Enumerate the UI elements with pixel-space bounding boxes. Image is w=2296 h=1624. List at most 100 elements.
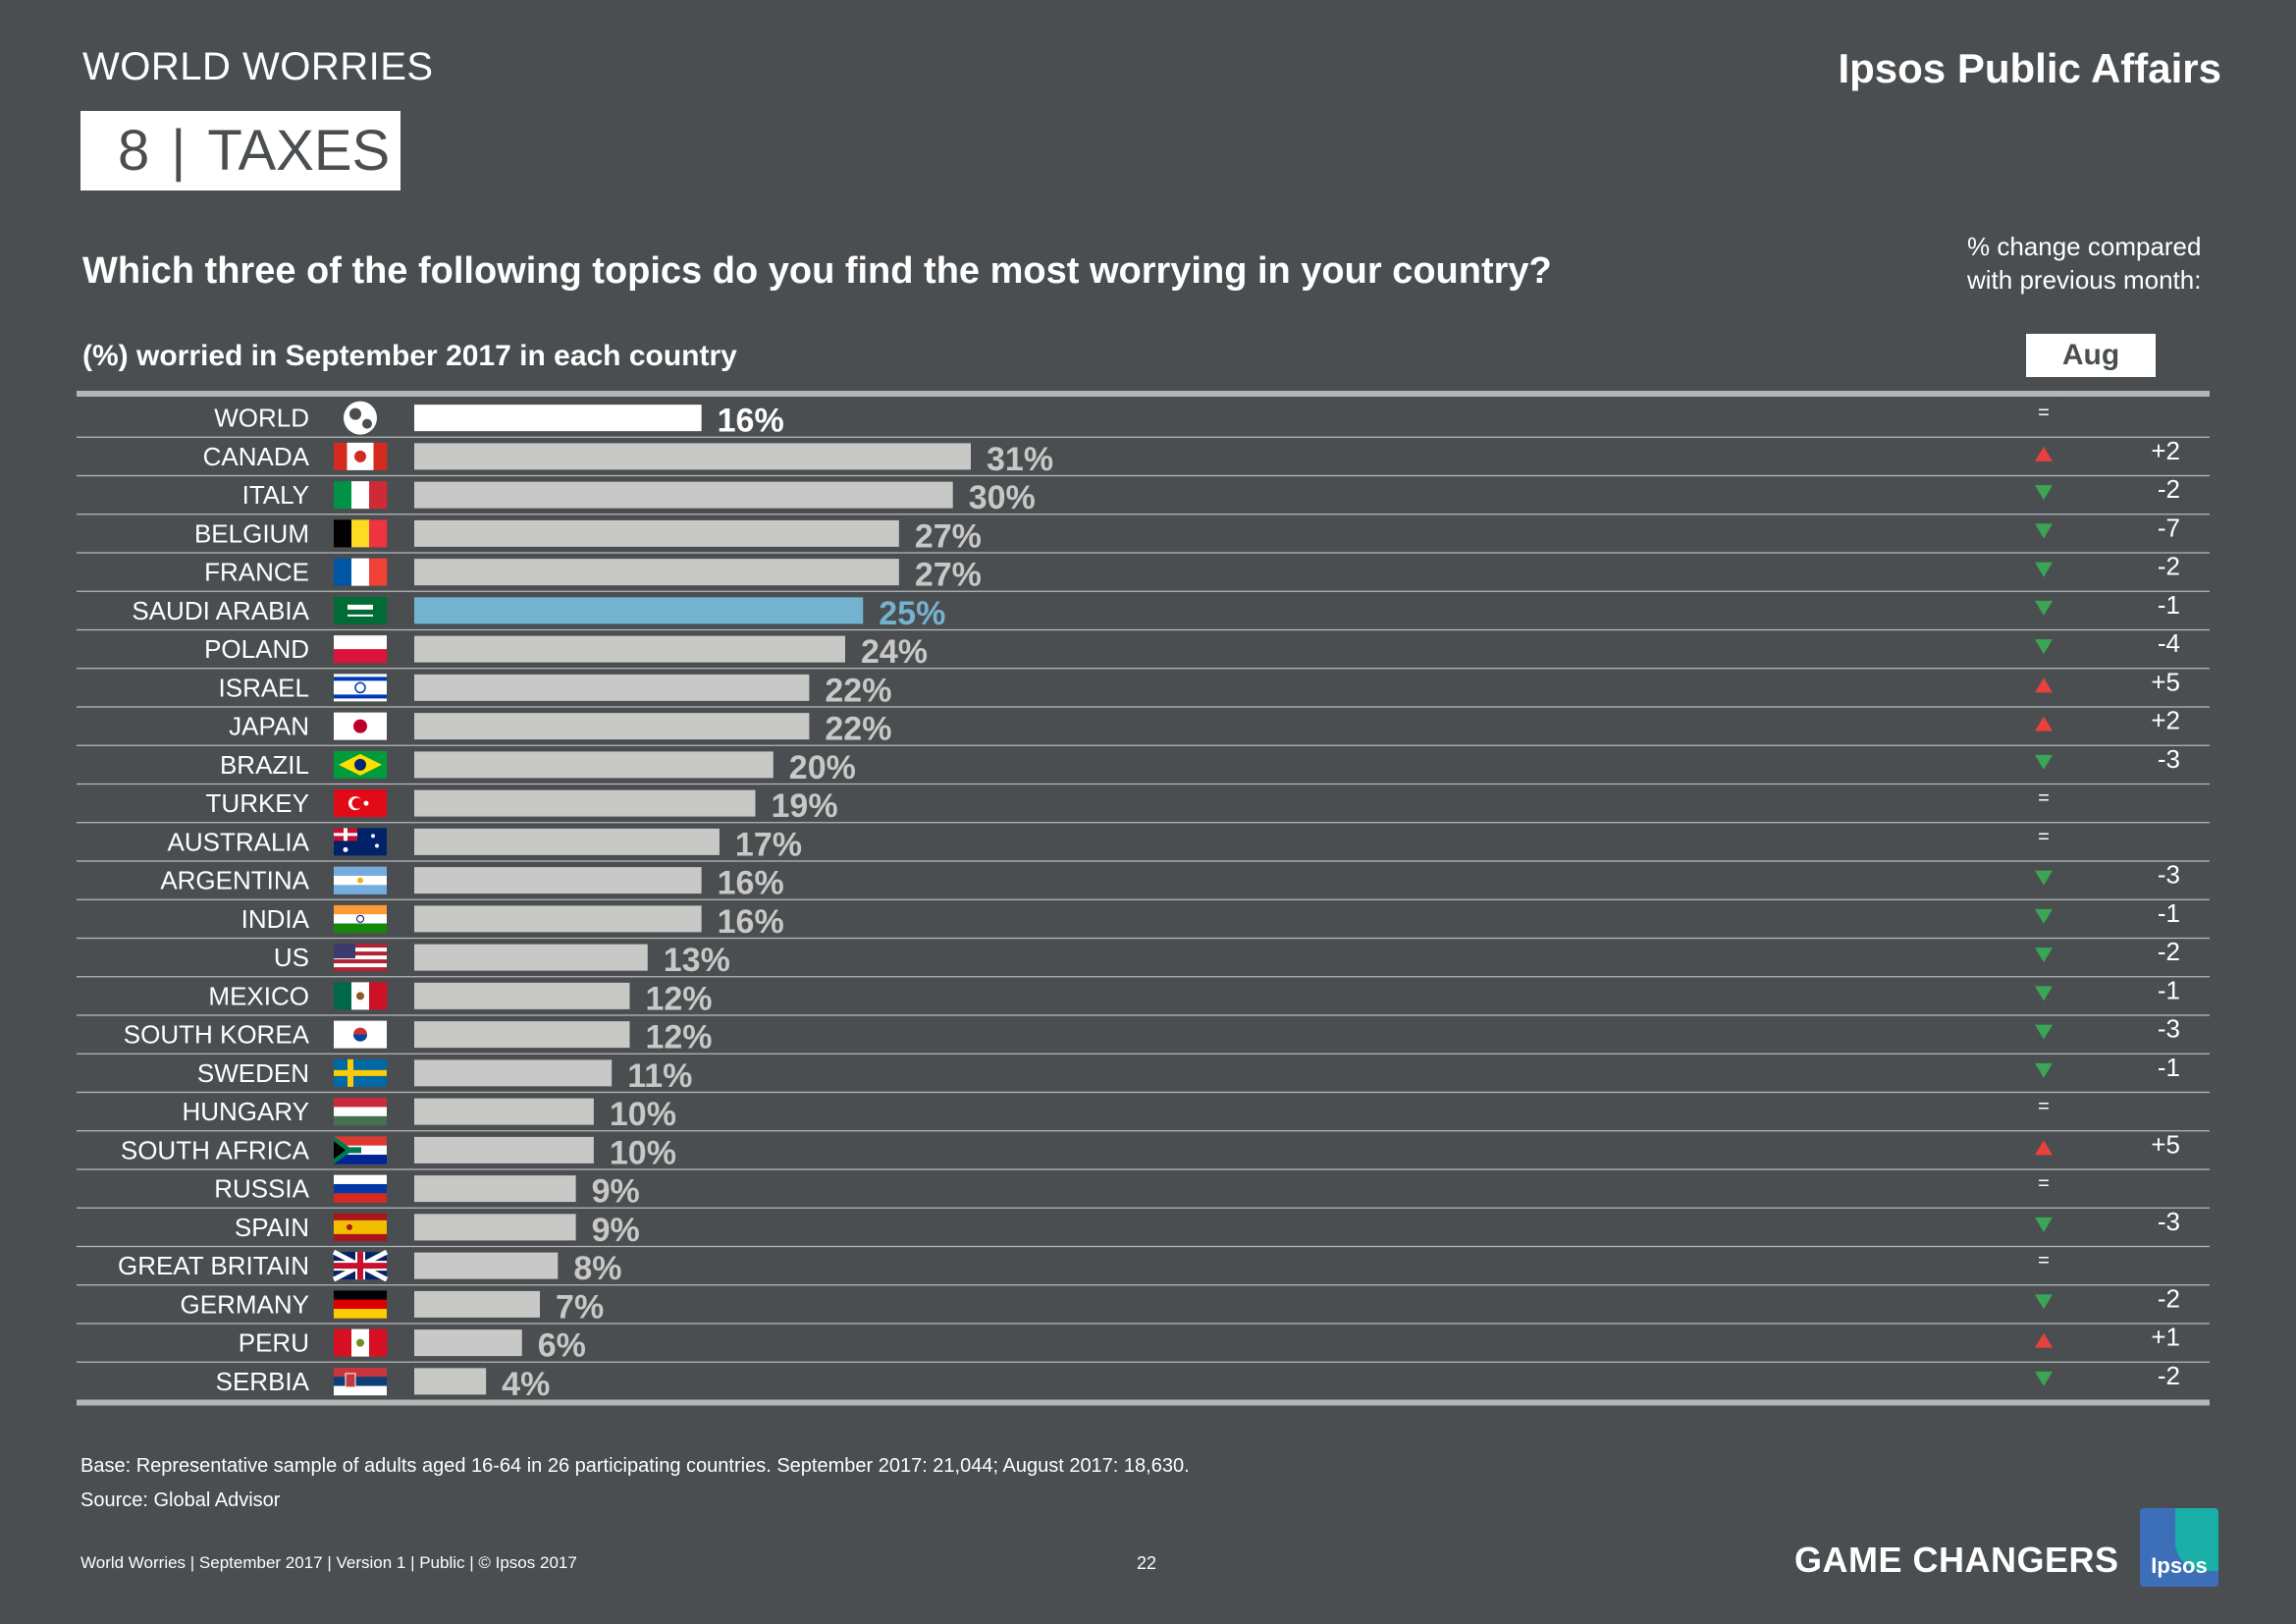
country-label: SWEDEN: [197, 1058, 309, 1088]
flag-star: [343, 846, 348, 852]
country-label: ARGENTINA: [160, 866, 309, 895]
star-of-david: [354, 681, 366, 694]
ashoka-chakra: [356, 914, 364, 923]
change-value: +2: [2151, 706, 2180, 735]
flag-us-icon: [334, 944, 387, 972]
value-label: 20%: [789, 749, 856, 786]
value-label: 10%: [610, 1134, 676, 1171]
flag-stripe: [334, 963, 387, 968]
flag-cross: [334, 1069, 387, 1076]
value-label: 8%: [573, 1250, 621, 1287]
chart-bottom-rule: [77, 1399, 2210, 1406]
section-label: WORLD WORRIES: [82, 45, 434, 88]
flag-globe: [354, 758, 366, 771]
flag-stripe: [334, 1377, 387, 1386]
flag-stripe: [334, 1309, 387, 1319]
flag-stripe: [369, 1328, 388, 1357]
up-arrow-icon: [2035, 1140, 2053, 1156]
flag-triangle-inner: [334, 1141, 346, 1160]
flag-sword: [347, 614, 373, 617]
flag-stripe: [334, 914, 387, 924]
country-label: INDIA: [241, 904, 310, 934]
down-arrow-icon: [2035, 870, 2053, 886]
flag-stripe: [334, 944, 387, 948]
change-value: -3: [2158, 1014, 2180, 1044]
down-arrow-icon: [2035, 1294, 2053, 1310]
bar: [414, 1290, 541, 1318]
country-label: GERMANY: [181, 1289, 309, 1319]
flag-great-britain-icon: [332, 1249, 389, 1282]
country-label: ITALY: [242, 480, 309, 510]
bar: [414, 789, 756, 817]
value-label: 12%: [645, 980, 712, 1017]
survey-question: Which three of the following topics do y…: [82, 250, 1552, 292]
flag-mexico-icon: [334, 982, 388, 1010]
flag-israel-icon: [334, 674, 387, 702]
country-label: BELGIUM: [194, 518, 309, 548]
bar: [414, 1098, 594, 1125]
flag-stripe: [334, 558, 352, 586]
value-label: 11%: [627, 1057, 692, 1095]
flag-stripe: [334, 481, 352, 510]
flag-stripe: [334, 1226, 387, 1235]
flag-stripe: [334, 951, 387, 956]
flag-stripe: [369, 558, 388, 586]
bar: [414, 405, 702, 432]
down-arrow-icon: [2035, 1217, 2053, 1232]
down-arrow-icon: [2035, 600, 2053, 616]
bar: [414, 674, 810, 701]
flag-japan-icon: [334, 712, 387, 740]
flag-stripe: [334, 1299, 387, 1310]
value-label: 22%: [825, 672, 891, 709]
flag-stripe: [369, 519, 388, 548]
flag-star: [375, 843, 379, 848]
flag-stripe: [334, 1385, 387, 1396]
country-label: HUNGARY: [182, 1097, 309, 1126]
flag-serbia-icon: [334, 1367, 387, 1396]
bar: [414, 713, 810, 740]
country-label: POLAND: [204, 634, 309, 664]
flag-stripe: [351, 481, 370, 510]
flag-stripe: [334, 923, 387, 934]
globe-land: [349, 407, 361, 420]
down-arrow-icon: [2035, 639, 2053, 655]
maple-leaf: [354, 450, 366, 462]
flag-stripe: [334, 677, 387, 681]
flag-belgium-icon: [334, 519, 388, 548]
title-text: TAXES: [207, 119, 391, 183]
flag-brazil-icon: [334, 750, 387, 779]
flag-stripe: [334, 1213, 387, 1221]
flag-crescent-cut: [351, 797, 363, 809]
country-label: SOUTH AFRICA: [121, 1135, 310, 1164]
value-label: 7%: [556, 1288, 604, 1326]
logo-shape: [2175, 1508, 2218, 1571]
flag-canton: [334, 944, 355, 959]
page-number: 22: [1137, 1553, 1157, 1573]
change-value: -2: [2158, 552, 2180, 581]
change-value: +1: [2151, 1323, 2180, 1352]
country-label: WORLD: [214, 404, 309, 433]
flag-stripe: [334, 1183, 387, 1194]
flag-stripe: [334, 442, 347, 470]
no-change-icon: =: [2038, 1173, 2050, 1195]
bar: [414, 481, 953, 509]
flag-stripe: [351, 558, 370, 586]
change-value: -2: [2158, 474, 2180, 504]
bar: [414, 443, 971, 470]
flag-germany-icon: [334, 1290, 387, 1319]
change-note: % change compared with previous month:: [1967, 230, 2201, 297]
value-label: 6%: [538, 1327, 586, 1365]
bar: [414, 944, 648, 971]
country-label: GREAT BRITAIN: [118, 1251, 309, 1280]
value-label: 12%: [645, 1019, 712, 1056]
flag-stripe: [334, 519, 352, 548]
flag-peru-icon: [334, 1328, 388, 1357]
flag-stripe: [369, 481, 388, 510]
flag-hungary-icon: [334, 1098, 387, 1126]
value-label: 9%: [592, 1173, 640, 1211]
flag-stripe: [334, 959, 387, 964]
value-label: 13%: [664, 942, 730, 979]
change-value: -7: [2158, 513, 2180, 542]
flag-stripe: [360, 442, 374, 470]
